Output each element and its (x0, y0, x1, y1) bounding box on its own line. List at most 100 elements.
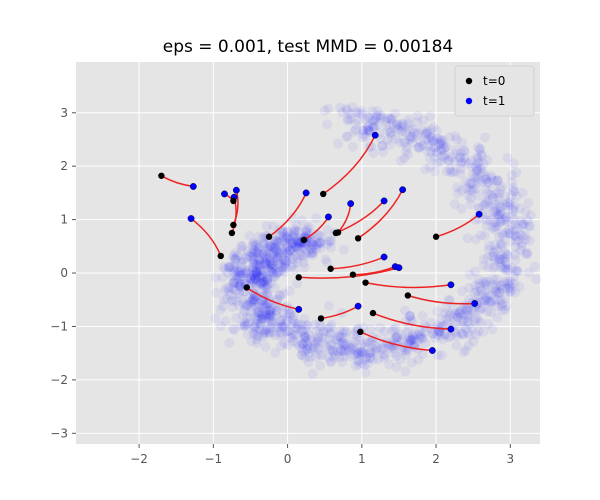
cloud-point (261, 221, 272, 232)
cloud-point (279, 338, 290, 349)
cloud-point (464, 294, 475, 305)
cloud-point (496, 239, 507, 250)
cloud-point (484, 297, 495, 308)
cloud-point (280, 259, 290, 270)
cloud-point (261, 301, 272, 312)
cloud-point (243, 264, 254, 275)
cloud-point (251, 268, 262, 278)
cloud-point (297, 339, 308, 350)
cloud-point (428, 122, 439, 133)
cloud-point (490, 295, 501, 306)
cloud-point (236, 257, 247, 268)
cloud-point (262, 274, 273, 285)
cloud-point (475, 163, 486, 174)
end-point-11 (475, 210, 483, 218)
cloud-point (245, 272, 256, 283)
cloud-point (307, 247, 318, 258)
cloud-point (240, 320, 251, 331)
cloud-point (457, 286, 468, 297)
cloud-point (474, 203, 485, 214)
cloud-point (425, 131, 435, 142)
cloud-point (337, 346, 348, 357)
cloud-point (317, 350, 328, 361)
cloud-point (420, 338, 431, 348)
cloud-point (402, 343, 413, 354)
cloud-point (271, 251, 282, 261)
cloud-point (350, 361, 361, 372)
cloud-point (426, 133, 437, 144)
cloud-point (483, 244, 494, 255)
cloud-point (467, 185, 478, 196)
cloud-point (411, 129, 422, 140)
cloud-point (239, 320, 250, 331)
cloud-point (253, 305, 264, 316)
cloud-point (256, 270, 267, 281)
cloud-point (476, 285, 487, 296)
cloud-point (512, 266, 523, 277)
cloud-point (456, 158, 467, 169)
cloud-point (345, 109, 356, 120)
cloud-point (501, 227, 512, 238)
cloud-point (266, 303, 277, 314)
cloud-point (440, 303, 451, 314)
cloud-point (401, 127, 412, 138)
cloud-point (367, 115, 378, 126)
cloud-point (266, 318, 277, 329)
cloud-point (413, 143, 424, 153)
trajectories (158, 131, 483, 354)
cloud-point (495, 202, 505, 213)
cloud-point (392, 124, 403, 135)
cloud-point (494, 257, 505, 268)
cloud-point (285, 245, 296, 256)
cloud-point (439, 329, 450, 340)
cloud-point (293, 323, 304, 334)
cloud-point (477, 289, 488, 300)
cloud-point (281, 326, 292, 337)
cloud-point (392, 119, 403, 130)
cloud-point (308, 241, 319, 252)
cloud-point (276, 246, 287, 257)
cloud-point (382, 125, 393, 136)
cloud-point (287, 212, 298, 223)
cloud-point (260, 310, 271, 321)
cloud-point (253, 298, 264, 309)
end-point-19 (447, 325, 455, 333)
cloud-point (455, 147, 466, 158)
cloud-point (289, 232, 300, 243)
cloud-point (486, 307, 497, 318)
cloud-point (490, 255, 500, 266)
cloud-point (486, 170, 497, 181)
cloud-point (221, 283, 232, 294)
cloud-point (464, 269, 475, 280)
cloud-point (250, 270, 261, 281)
end-point-6 (325, 213, 332, 221)
cloud-point (491, 207, 502, 217)
cloud-point (363, 126, 374, 136)
cloud-point (445, 164, 455, 175)
cloud-point (250, 273, 261, 284)
cloud-point (276, 341, 287, 351)
cloud-point (241, 268, 252, 279)
cloud-point (288, 254, 298, 264)
cloud-point (325, 328, 336, 339)
cloud-point (427, 328, 438, 339)
cloud-point (299, 313, 310, 324)
cloud-point (264, 306, 275, 316)
cloud-point (441, 166, 452, 177)
cloud-point (459, 145, 470, 156)
cloud-point (263, 324, 274, 335)
cloud-point (325, 242, 336, 253)
cloud-point (286, 244, 297, 255)
cloud-point (377, 141, 387, 151)
cloud-point (268, 250, 279, 261)
cloud-point (456, 156, 467, 167)
cloud-point (497, 305, 508, 316)
legend-label-t1: t=1 (483, 94, 505, 108)
cloud-point (435, 138, 446, 149)
cloud-point (276, 315, 287, 326)
cloud-point (253, 271, 264, 282)
start-point-5 (265, 233, 273, 240)
cloud-point (302, 344, 313, 355)
cloud-point (286, 237, 297, 248)
cloud-point (224, 282, 235, 293)
